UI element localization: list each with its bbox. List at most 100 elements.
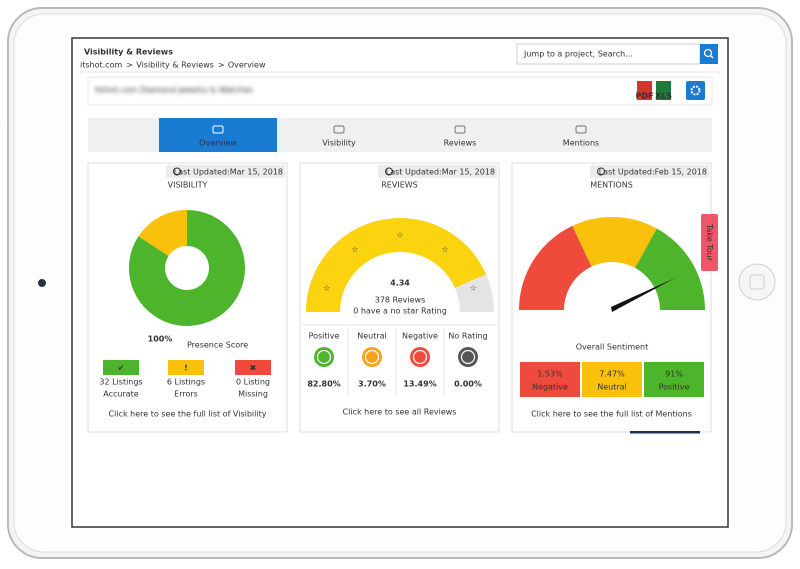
last-updated: Last Updated:Feb 15, 2018 bbox=[599, 168, 707, 177]
status-count: 32 Listings bbox=[99, 378, 142, 387]
tab-label: Overview bbox=[199, 139, 237, 148]
star-icon: ☆ bbox=[396, 231, 403, 240]
take-tour: Take Tour bbox=[705, 223, 714, 262]
tab-icon bbox=[454, 125, 466, 134]
gauge-needle bbox=[611, 278, 675, 312]
export-button[interactable] bbox=[637, 81, 652, 100]
star-icon: ☆ bbox=[442, 245, 449, 254]
presence-score-label: Presence Score bbox=[187, 341, 248, 350]
sentiment-zone bbox=[519, 225, 592, 310]
company-bar bbox=[87, 76, 713, 106]
last-updated: Last Updated:Mar 15, 2018 bbox=[386, 168, 495, 177]
star-icon: ☆ bbox=[323, 284, 330, 293]
status-label: Errors bbox=[174, 390, 198, 399]
page-title: Visibility & Reviews bbox=[84, 48, 173, 57]
star-icon: ☆ bbox=[470, 284, 477, 293]
rating-gauge bbox=[306, 217, 487, 312]
breadcrumb-separator: > bbox=[218, 61, 225, 70]
last-updated-bar bbox=[166, 165, 285, 178]
status-count: 0 Listing bbox=[236, 378, 270, 387]
status-count: 6 Listings bbox=[167, 378, 205, 387]
sentiment-label: Neutral bbox=[597, 383, 627, 392]
breadcrumb-separator: > bbox=[126, 61, 133, 70]
sentiment-icon-face bbox=[412, 349, 428, 365]
sentiment-zone bbox=[635, 228, 705, 310]
card-link: Click here to see the full list of Menti… bbox=[531, 410, 692, 419]
sentiment-label: Negative bbox=[402, 332, 438, 341]
sentiment-icon-face bbox=[460, 349, 476, 365]
sentiment-icon-face bbox=[316, 349, 332, 365]
company-name: Itshot.com Diamond Jewelry & Watches bbox=[95, 86, 253, 95]
card-title: VISIBILITY bbox=[168, 181, 208, 190]
search-icon bbox=[703, 48, 713, 58]
sentiment-label: Negative bbox=[532, 383, 568, 392]
take-tour-tab[interactable] bbox=[701, 214, 718, 271]
card-link: Click here to see the full list of Visib… bbox=[109, 410, 267, 419]
sentiment-box bbox=[644, 362, 704, 397]
search-placeholder: Jump to a project, Search... bbox=[523, 50, 633, 59]
donut-segment bbox=[128, 210, 245, 326]
average-rating: 4.34 bbox=[390, 279, 410, 288]
clock-icon bbox=[173, 167, 181, 176]
tab-label: Visibility bbox=[322, 139, 356, 148]
search-icon-handle bbox=[709, 54, 714, 59]
settings-button[interactable] bbox=[686, 81, 705, 100]
star-icon: ☆ bbox=[351, 245, 358, 254]
tab-icon bbox=[575, 125, 587, 134]
sentiment-icon-face bbox=[364, 349, 380, 365]
sentiment-share: 82.80% bbox=[307, 380, 340, 389]
search-button[interactable] bbox=[700, 44, 718, 64]
status-box bbox=[168, 360, 204, 375]
no-star-note: 0 have a no star Rating bbox=[353, 307, 447, 316]
tab-label: Reviews bbox=[444, 139, 477, 148]
sentiment-share: 3.70% bbox=[358, 380, 386, 389]
status-box bbox=[103, 360, 139, 375]
status-box bbox=[235, 360, 271, 375]
sentiment-box bbox=[582, 362, 642, 397]
last-updated-bar bbox=[378, 165, 497, 178]
export-label: PDF bbox=[636, 92, 654, 101]
card-link: Click here to see all Reviews bbox=[343, 408, 457, 417]
last-updated-bar bbox=[590, 165, 709, 178]
review-count: 378 Reviews bbox=[375, 296, 426, 305]
camera bbox=[38, 279, 46, 287]
sentiment-share: 13.49% bbox=[403, 380, 436, 389]
breadcrumb-item: Overview bbox=[228, 61, 266, 70]
donut-segment bbox=[138, 210, 187, 256]
sentiment-share: 0.00% bbox=[454, 380, 482, 389]
breadcrumb-item: Visibility & Reviews bbox=[136, 61, 214, 70]
status-label: Accurate bbox=[103, 390, 139, 399]
sentiment-label: Positive bbox=[309, 332, 340, 341]
sentiment-label: Positive bbox=[659, 383, 690, 392]
tab-icon bbox=[333, 125, 345, 134]
clock-icon bbox=[385, 167, 393, 176]
mentions-subtitle: Overall Sentiment bbox=[576, 343, 648, 352]
sentiment-box bbox=[520, 362, 580, 397]
card-title: REVIEWS bbox=[381, 181, 418, 190]
export-label: XLS bbox=[655, 92, 672, 101]
tab-active[interactable] bbox=[159, 118, 277, 152]
status-icon: ✖ bbox=[250, 364, 257, 373]
clock-icon bbox=[597, 167, 605, 176]
sentiment-share: 91% bbox=[665, 370, 683, 379]
export-button[interactable] bbox=[656, 81, 671, 100]
sentiment-share: 1.53% bbox=[537, 370, 563, 379]
status-icon: ! bbox=[184, 364, 188, 373]
home-button[interactable] bbox=[738, 263, 776, 301]
settings-icon bbox=[690, 85, 701, 96]
last-updated: Last Updated:Mar 15, 2018 bbox=[174, 168, 283, 177]
tab-label: Mentions bbox=[563, 139, 599, 148]
sentiment-label: Neutral bbox=[357, 332, 387, 341]
sentiment-zone bbox=[572, 217, 657, 268]
card-title: MENTIONS bbox=[590, 181, 633, 190]
presence-score: 100% bbox=[148, 335, 173, 344]
sentiment-label: No Rating bbox=[448, 332, 487, 341]
home-icon bbox=[749, 274, 765, 290]
breadcrumb-item: itshot.com bbox=[80, 61, 122, 70]
card-accent bbox=[630, 431, 700, 434]
sentiment-share: 7.47% bbox=[599, 370, 625, 379]
status-icon: ✔ bbox=[118, 364, 125, 373]
status-label: Missing bbox=[238, 390, 268, 399]
tab-icon bbox=[212, 125, 224, 134]
